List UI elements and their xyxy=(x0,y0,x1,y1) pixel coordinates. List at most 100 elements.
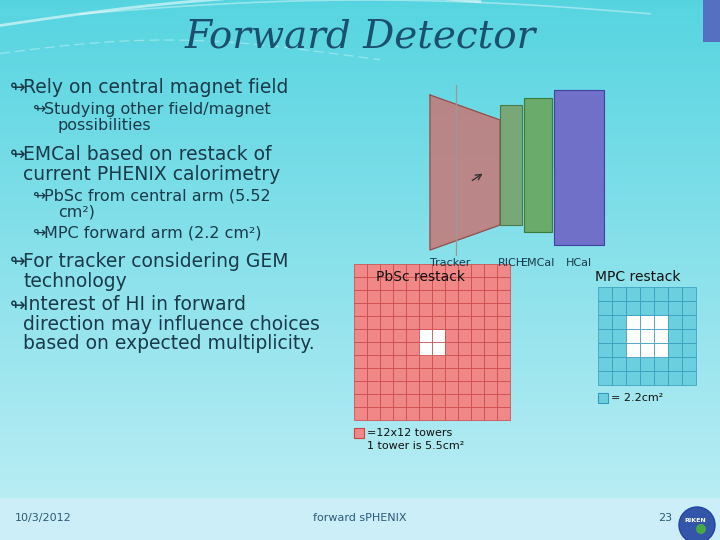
Text: =12x12 towers: =12x12 towers xyxy=(367,428,452,438)
Bar xyxy=(445,407,458,420)
Bar xyxy=(0,60,720,63)
Bar xyxy=(0,516,720,518)
Bar xyxy=(0,427,720,430)
Bar xyxy=(484,368,497,381)
Bar xyxy=(0,3,720,5)
Bar xyxy=(0,291,720,293)
Bar xyxy=(497,355,510,368)
Bar xyxy=(0,354,720,356)
Bar xyxy=(0,15,720,18)
Bar xyxy=(419,316,432,329)
Bar xyxy=(0,157,720,160)
Bar xyxy=(554,90,604,245)
Bar xyxy=(354,407,367,420)
Bar xyxy=(0,237,720,239)
Bar xyxy=(354,290,367,303)
Bar xyxy=(0,188,720,191)
Bar xyxy=(0,53,720,56)
Bar xyxy=(0,431,720,434)
Bar xyxy=(0,402,720,405)
Bar xyxy=(0,217,720,220)
Bar xyxy=(0,472,720,475)
Bar xyxy=(432,277,445,290)
Bar xyxy=(0,316,720,319)
Bar xyxy=(0,122,720,124)
Bar xyxy=(0,98,720,101)
Bar xyxy=(0,350,720,353)
Bar xyxy=(432,303,445,316)
Bar xyxy=(0,474,720,477)
Bar xyxy=(0,105,720,108)
Bar xyxy=(393,394,406,407)
Bar xyxy=(0,332,720,335)
Text: ↬: ↬ xyxy=(32,225,45,240)
Bar xyxy=(668,287,682,301)
Bar xyxy=(0,130,720,133)
Bar xyxy=(0,497,720,501)
Bar xyxy=(380,329,393,342)
Bar xyxy=(380,368,393,381)
Bar xyxy=(0,143,720,146)
Bar xyxy=(0,537,720,540)
Bar xyxy=(0,103,720,106)
Bar xyxy=(612,329,626,343)
Bar xyxy=(419,290,432,303)
Bar xyxy=(0,146,720,150)
Bar xyxy=(0,200,720,204)
Text: 23: 23 xyxy=(658,513,672,523)
Bar xyxy=(0,141,720,144)
Bar xyxy=(419,264,432,277)
Bar xyxy=(654,301,668,315)
Bar xyxy=(0,1,720,4)
Bar xyxy=(0,327,720,329)
Bar xyxy=(0,176,720,178)
Bar xyxy=(0,51,720,54)
Bar xyxy=(703,0,720,42)
Bar xyxy=(0,64,720,66)
Bar xyxy=(598,315,612,329)
Bar xyxy=(484,381,497,394)
Bar xyxy=(0,249,720,252)
Bar xyxy=(0,438,720,441)
Text: RICH: RICH xyxy=(498,258,525,268)
Text: Studying other field/magnet: Studying other field/magnet xyxy=(44,102,271,117)
Bar xyxy=(458,407,471,420)
Bar xyxy=(0,129,720,131)
Bar xyxy=(598,287,612,301)
Bar xyxy=(0,446,720,448)
Bar xyxy=(393,355,406,368)
Bar xyxy=(0,256,720,259)
Bar xyxy=(432,316,445,329)
Bar xyxy=(0,92,720,96)
Bar xyxy=(0,420,720,423)
Bar xyxy=(626,315,640,329)
Bar xyxy=(0,267,720,270)
Bar xyxy=(0,381,720,383)
Bar xyxy=(497,381,510,394)
Bar xyxy=(458,394,471,407)
Text: Forward Detector: Forward Detector xyxy=(184,18,536,56)
Bar xyxy=(0,528,720,531)
Bar xyxy=(445,316,458,329)
Bar xyxy=(367,342,380,355)
Bar xyxy=(0,346,720,349)
Bar xyxy=(497,329,510,342)
Bar xyxy=(0,91,720,93)
Bar xyxy=(0,435,720,437)
Bar xyxy=(497,290,510,303)
Bar xyxy=(654,371,668,385)
Bar xyxy=(0,165,720,167)
Bar xyxy=(445,368,458,381)
Bar xyxy=(0,11,720,15)
Bar xyxy=(0,400,720,403)
Bar xyxy=(354,342,367,355)
Bar xyxy=(0,492,720,495)
Bar xyxy=(0,220,720,223)
Bar xyxy=(0,84,720,86)
Bar xyxy=(612,315,626,329)
Bar xyxy=(640,329,654,343)
Bar xyxy=(0,386,720,389)
Text: ↬: ↬ xyxy=(10,295,26,314)
Text: ↬: ↬ xyxy=(10,252,26,271)
Bar xyxy=(445,329,458,342)
